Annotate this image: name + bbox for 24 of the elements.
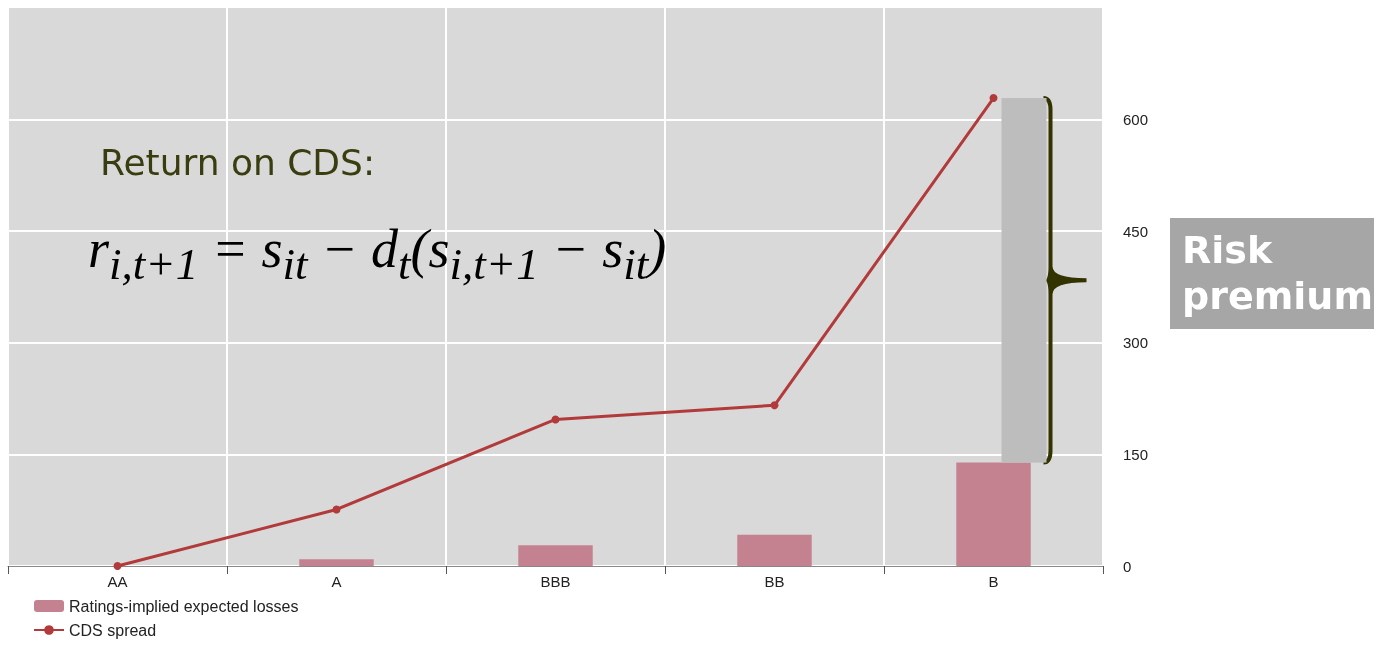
text: r$_{i,t+1}$ = s$_{it}$ − d$_{t}$(s$_{i,t+1}$ − s$_{it}$)	[88, 219, 667, 289]
bar	[737, 534, 812, 566]
point	[770, 401, 779, 410]
x-tick-label: AA	[107, 573, 128, 590]
bar	[956, 462, 1031, 566]
y-tick-label: 0	[1123, 557, 1132, 575]
x-tick-label: B	[988, 573, 999, 590]
point	[989, 94, 998, 103]
point	[113, 562, 122, 570]
bar	[299, 559, 374, 566]
point	[332, 505, 341, 514]
legend-label: Ratings-implied expected losses	[69, 597, 299, 615]
x-tick-label: A	[331, 573, 342, 590]
bar	[518, 545, 593, 566]
text: Risk premium	[1170, 218, 1374, 330]
x-tick-label: BBB	[540, 573, 571, 590]
y-tick-label: 150	[1123, 445, 1149, 463]
legend-label: CDS spread	[69, 621, 157, 639]
y-tick-label: 600	[1123, 111, 1149, 129]
x-tick-label: BB	[764, 573, 785, 590]
annotation: Return on CDS:	[100, 142, 376, 183]
y-tick-label: 450	[1123, 222, 1149, 240]
y-tick-label: 300	[1123, 334, 1149, 352]
point	[551, 415, 560, 424]
